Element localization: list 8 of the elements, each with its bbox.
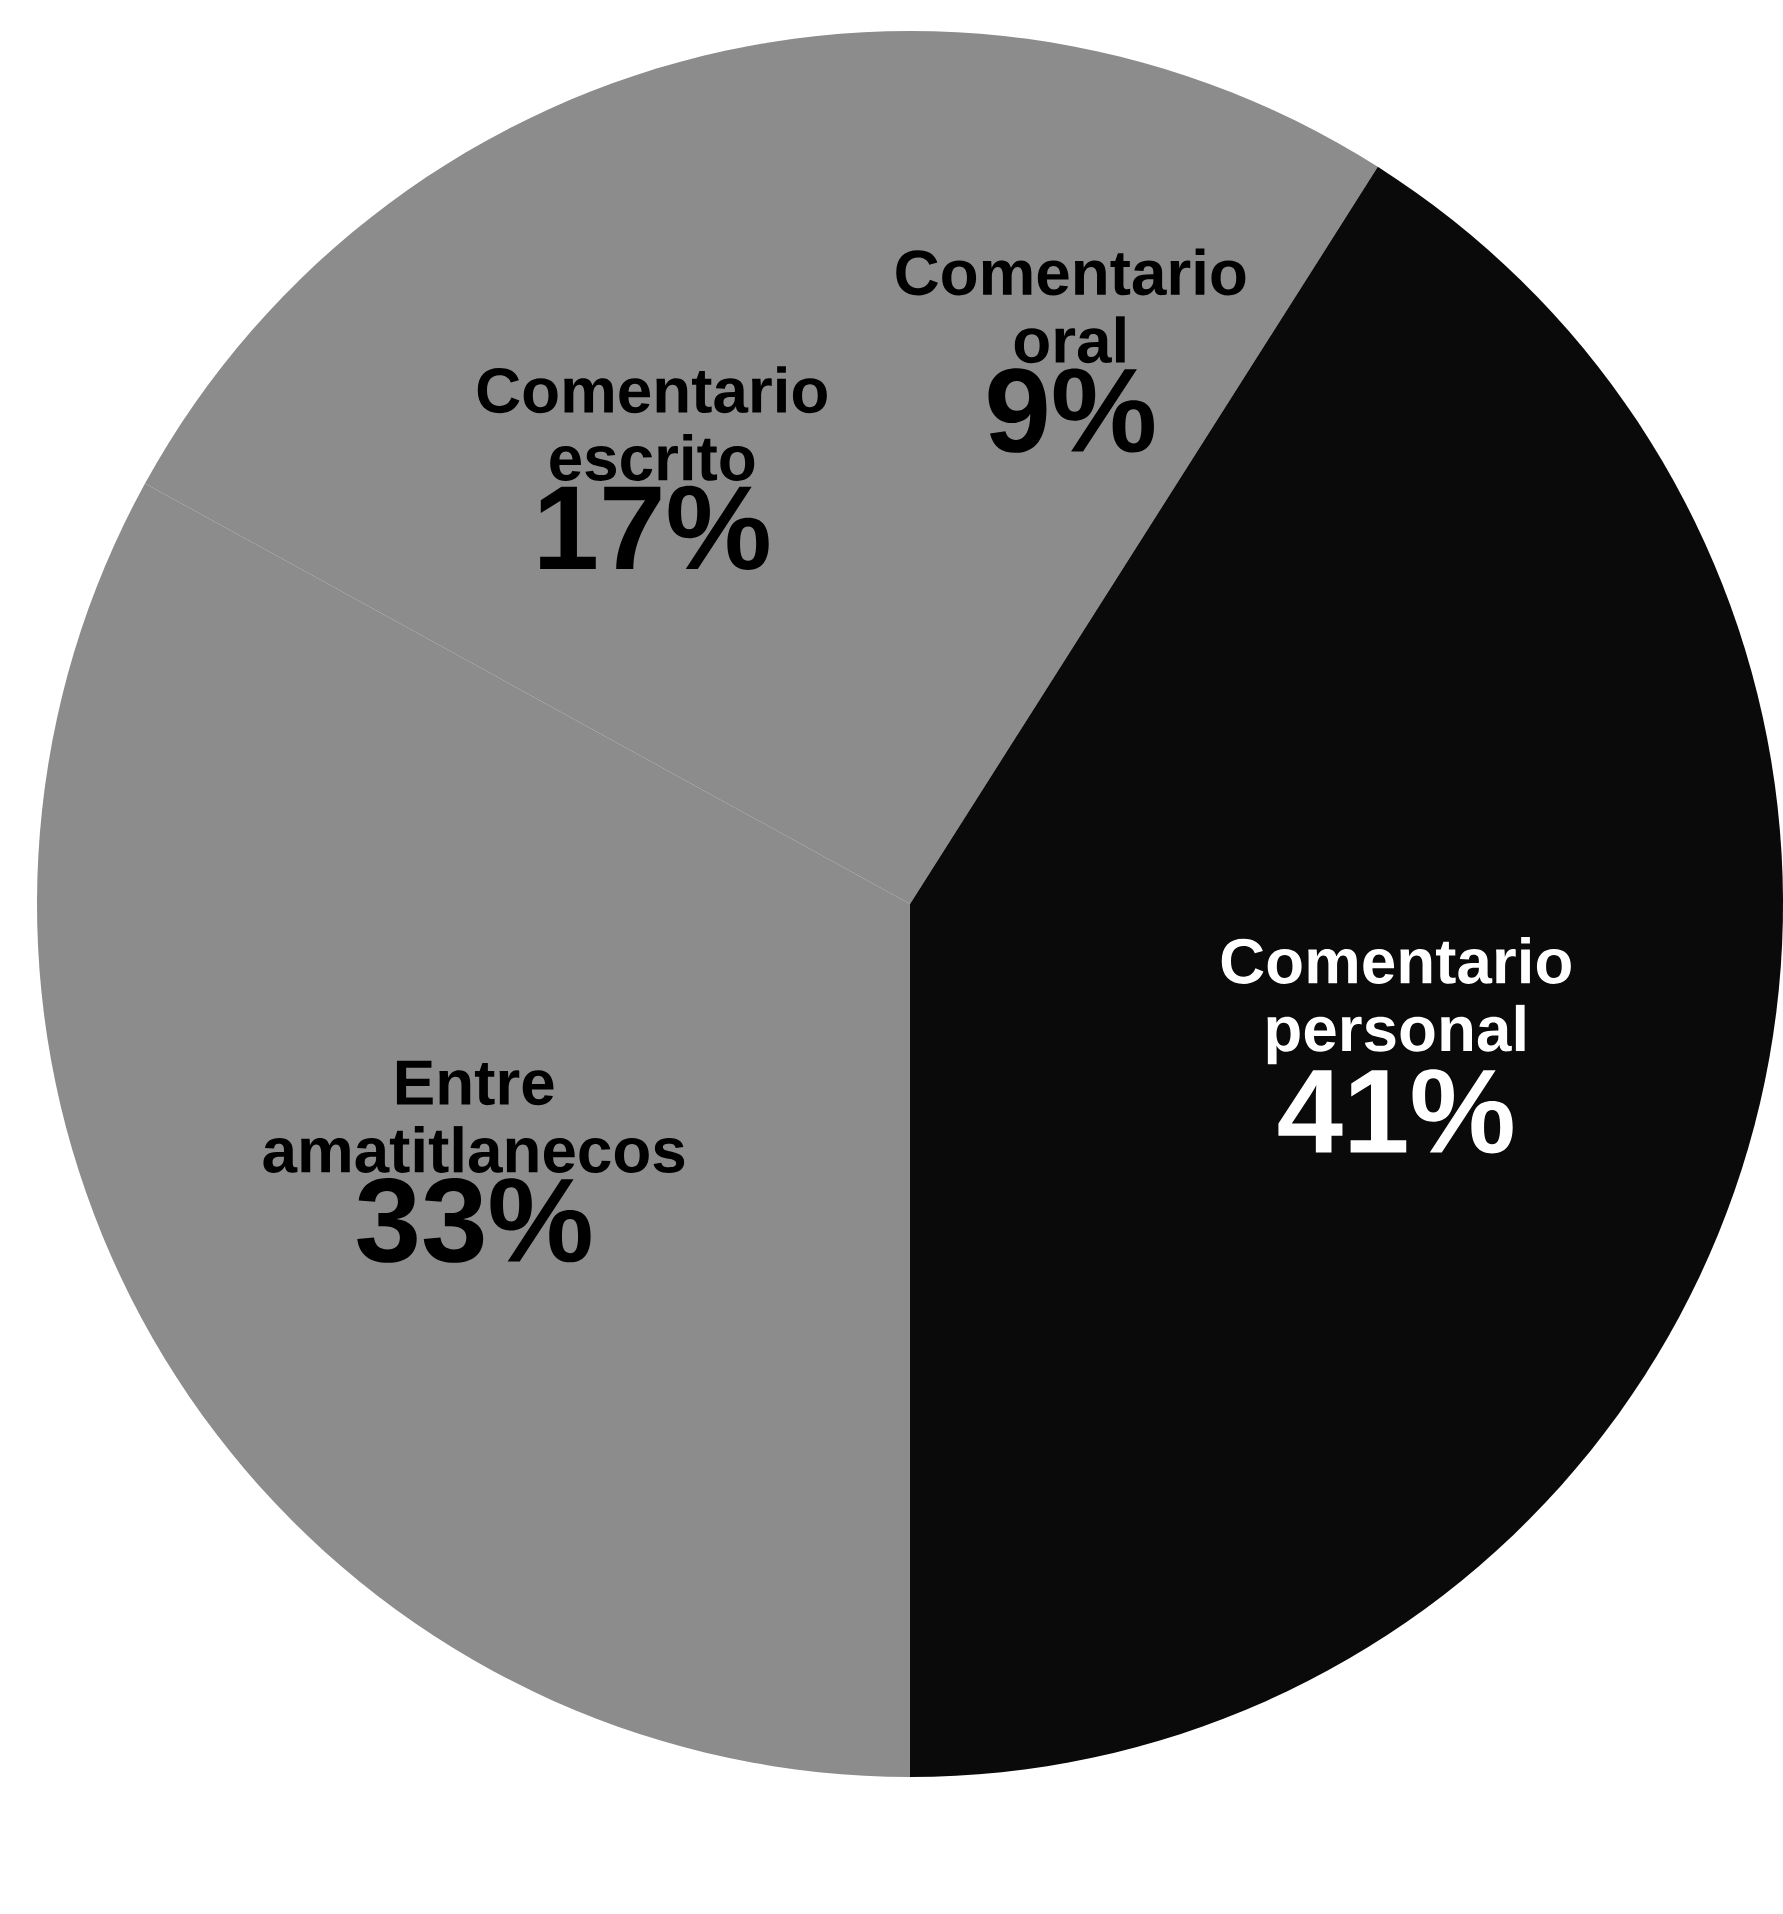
data-label: 41% (1278, 1069, 1513, 1154)
slice-label: Comentario personal (1221, 937, 1571, 1065)
slice-label: Entre amatitlanecos (263, 1060, 685, 1173)
data-label: 9% (988, 368, 1154, 453)
data-label: 33% (357, 1177, 591, 1263)
data-label: 17% (540, 485, 769, 570)
slice-label: Comentario escrito (477, 366, 827, 481)
slice-label: Comentario oral (896, 248, 1246, 364)
